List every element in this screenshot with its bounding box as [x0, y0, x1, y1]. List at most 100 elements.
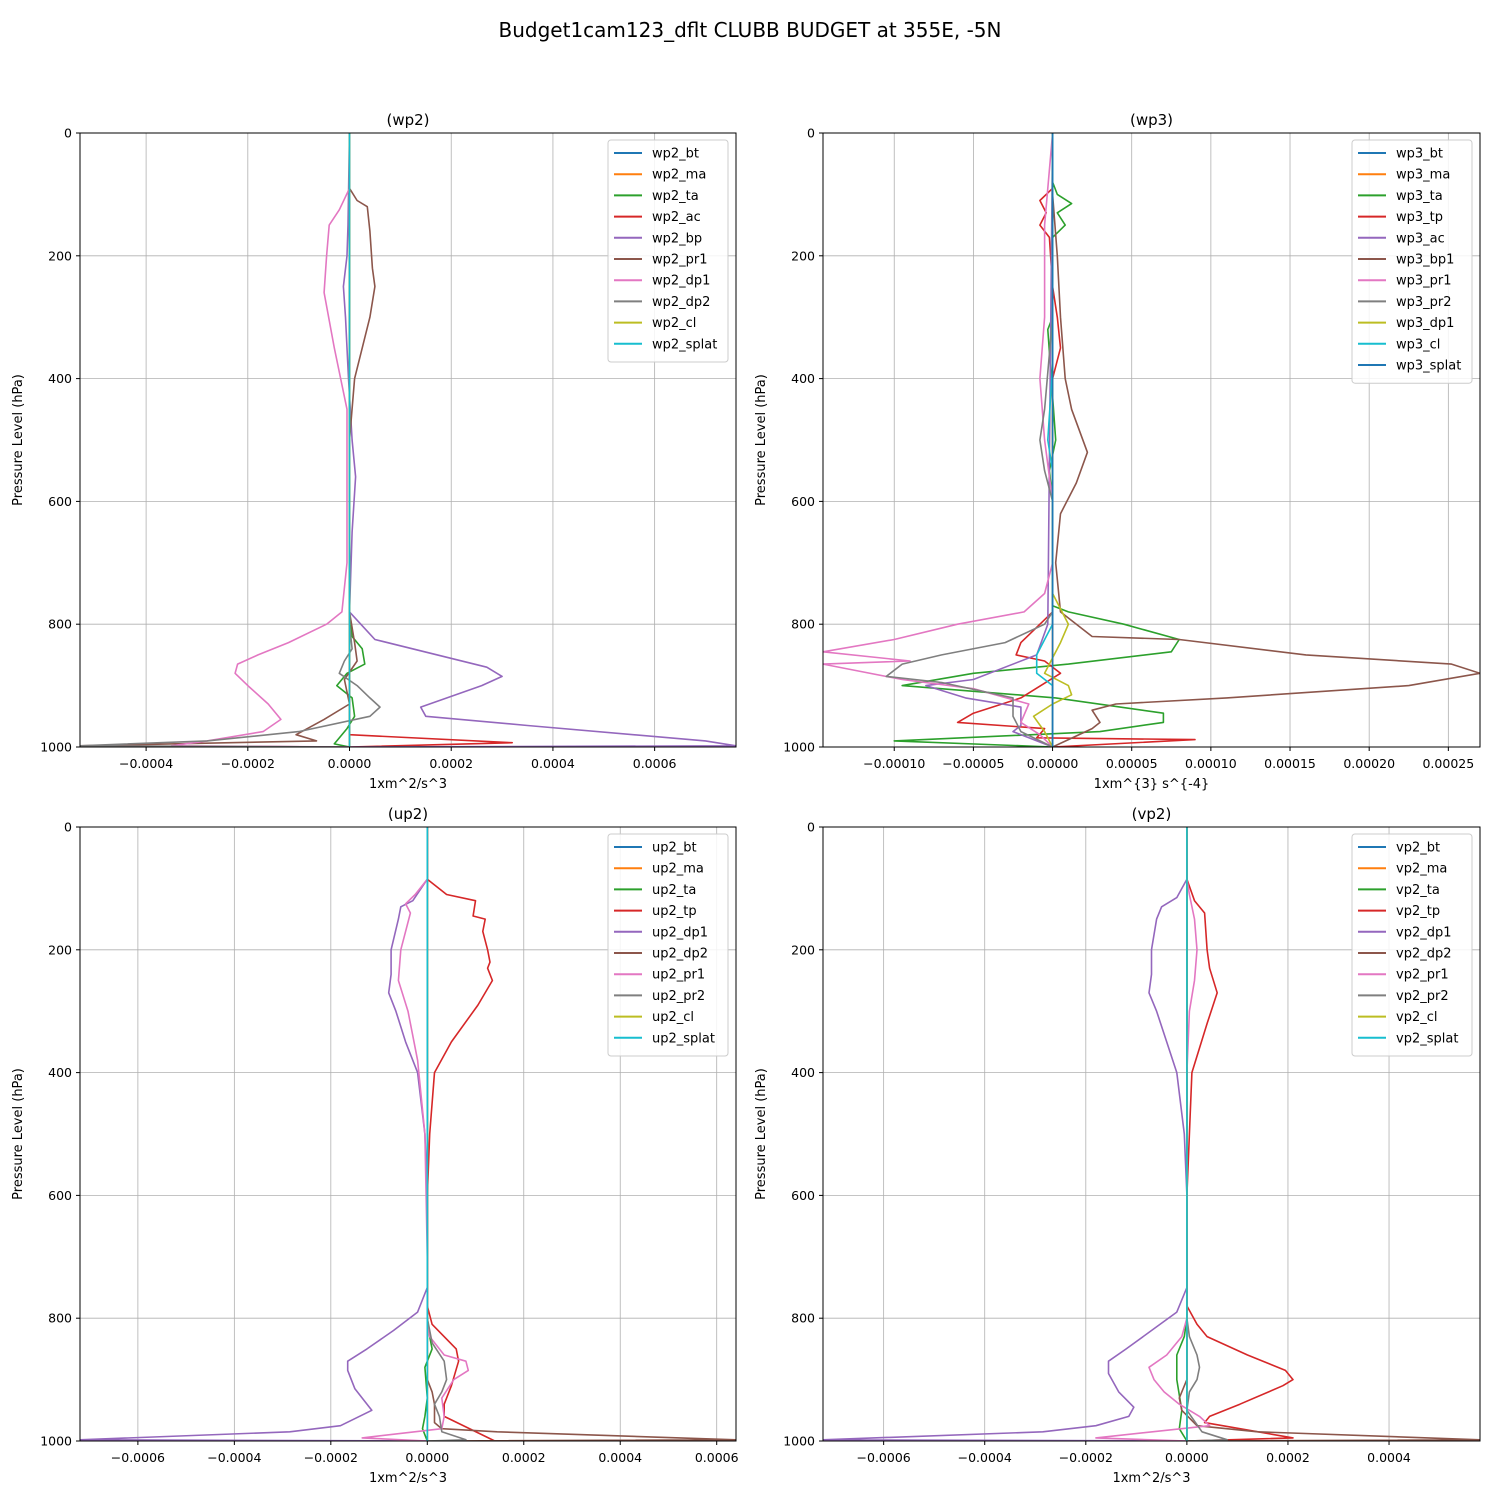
- series-line-up2_pr2: [426, 827, 467, 1441]
- legend-label: up2_dp2: [652, 947, 708, 962]
- legend-label: wp2_dp1: [652, 274, 710, 289]
- x-tick-label: 0.0002: [1266, 1450, 1310, 1465]
- x-tick-label: −0.0006: [857, 1450, 911, 1465]
- x-tick-label: −0.0004: [958, 1450, 1012, 1465]
- y-tick-label: 400: [791, 1065, 815, 1080]
- legend-label: up2_ta: [652, 883, 696, 898]
- x-tick-label: −0.0006: [111, 1450, 165, 1465]
- legend-label: vp2_cl: [1396, 1010, 1437, 1025]
- legend-label: wp3_cl: [1396, 337, 1440, 352]
- axes-frame: [822, 826, 1481, 1442]
- y-tick-label: 800: [791, 1311, 815, 1326]
- x-axis-label: 1xm^2/s^3: [369, 1471, 447, 1486]
- legend-label: up2_pr1: [652, 968, 705, 983]
- series-line-vp2_pr1: [1095, 827, 1211, 1441]
- y-tick-label: 0: [807, 820, 815, 835]
- y-tick-label: 400: [48, 1065, 72, 1080]
- x-tick-label: 0.0004: [1367, 1450, 1411, 1465]
- y-axis-label: Pressure Level (hPa): [754, 374, 769, 506]
- chart-panel: −0.0004 −0.0002 0.0000 0.0002 0.0004 0.0006 0 2…: [11, 111, 737, 792]
- series-line-wp3_dp1: [1032, 133, 1073, 747]
- axes-frame: [79, 132, 737, 748]
- legend-label: vp2_tp: [1396, 904, 1440, 919]
- legend-label: wp2_bp: [652, 231, 702, 246]
- y-tick-label: 0: [807, 126, 815, 141]
- series-group: [823, 827, 1480, 1441]
- y-tick-label: 600: [48, 1188, 72, 1203]
- panel-title: (wp2): [386, 111, 429, 129]
- x-tick-label: 0.0000: [405, 1450, 449, 1465]
- y-tick-label: 800: [48, 1311, 72, 1326]
- x-tick-label: −0.0002: [221, 756, 275, 771]
- y-tick-label: 600: [48, 494, 72, 509]
- series-line-vp2_pr2: [1186, 827, 1229, 1441]
- series-line-wp2_dp1: [170, 133, 351, 747]
- y-tick-label: 800: [48, 617, 72, 632]
- axes-frame: [822, 132, 1481, 748]
- legend-label: wp3_pr2: [1396, 295, 1452, 310]
- x-tick-label: −0.00005: [942, 756, 1004, 771]
- legend-label: vp2_ma: [1396, 862, 1447, 877]
- x-tick-label: 0.0000: [1165, 1450, 1209, 1465]
- y-tick-label: 0: [64, 126, 72, 141]
- series-line-vp2_dp2: [1178, 827, 1480, 1441]
- y-tick-label: 200: [48, 248, 72, 263]
- legend-label: vp2_dp1: [1396, 925, 1452, 940]
- legend: vp2_bt vp2_ma vp2_ta vp2_tp vp2_dp1 vp2_dp2vp…: [1351, 833, 1473, 1057]
- legend-label: wp3_splat: [1396, 359, 1461, 374]
- legend-label: vp2_pr2: [1396, 989, 1449, 1004]
- y-tick-label: 1000: [783, 740, 815, 755]
- x-tick-label: 0.00025: [1422, 756, 1474, 771]
- y-tick-label: 1000: [40, 740, 72, 755]
- x-tick-label: 0.0006: [633, 756, 677, 771]
- legend-label: up2_cl: [652, 1010, 694, 1025]
- legend-label: wp2_cl: [652, 316, 696, 331]
- legend-label: vp2_bt: [1396, 841, 1440, 856]
- legend-label: vp2_splat: [1396, 1031, 1458, 1046]
- legend-label: wp2_bt: [652, 147, 699, 162]
- legend-label: up2_pr2: [652, 989, 705, 1004]
- x-tick-label: −0.0002: [304, 1450, 358, 1465]
- series-line-up2_tp: [426, 827, 496, 1441]
- legend-label: up2_bt: [652, 841, 697, 856]
- x-tick-label: 0.00020: [1343, 756, 1395, 771]
- y-tick-label: 400: [48, 371, 72, 386]
- legend: wp2_bt wp2_ma wp2_ta wp2_ac wp2_bp wp2_pr1 wp2…: [607, 139, 729, 363]
- x-tick-label: 0.0002: [429, 756, 473, 771]
- legend-label: wp2_ta: [652, 189, 699, 204]
- chart-panel: −0.0006 −0.0004 −0.0002 0.0000 0.0002 0.0004 0…: [11, 805, 739, 1486]
- y-tick-label: 600: [791, 494, 815, 509]
- y-tick-label: 1000: [783, 1434, 815, 1449]
- y-tick-label: 200: [791, 942, 815, 957]
- legend-label: wp2_ac: [652, 210, 701, 225]
- series-line-wp3_pr1: [823, 133, 1054, 747]
- y-tick-label: 1000: [40, 1434, 72, 1449]
- x-tick-label: 0.0000: [328, 756, 372, 771]
- legend-label: up2_dp1: [652, 925, 708, 940]
- series-line-wp3_ac: [925, 133, 1054, 747]
- x-tick-label: 0.0006: [695, 1450, 739, 1465]
- y-axis-label: Pressure Level (hPa): [11, 374, 26, 506]
- series-line-wp3_pr2: [885, 133, 1054, 747]
- legend-label: wp2_pr1: [652, 253, 708, 268]
- series-line-up2_dp2: [426, 827, 736, 1441]
- x-axis-label: 1xm^{3} s^{-4}: [1094, 777, 1210, 792]
- legend-label: wp3_bt: [1396, 147, 1443, 162]
- x-tick-label: 0.00015: [1264, 756, 1316, 771]
- legend-label: wp3_tp: [1396, 210, 1443, 225]
- y-tick-label: 400: [791, 371, 815, 386]
- x-tick-label: 0.0002: [502, 1450, 546, 1465]
- y-tick-label: 800: [791, 617, 815, 632]
- legend-label: up2_splat: [652, 1031, 715, 1046]
- legend-label: wp3_ac: [1396, 231, 1445, 246]
- x-axis-label: 1xm^2/s^3: [369, 777, 447, 792]
- y-tick-label: 0: [64, 820, 72, 835]
- panel-title: (wp3): [1130, 111, 1173, 129]
- panel-title: (up2): [388, 805, 428, 823]
- legend-label: wp2_ma: [652, 168, 706, 183]
- figure-title: Budget1cam123_dflt CLUBB BUDGET at 355E,…: [499, 18, 1002, 42]
- legend-label: vp2_dp2: [1396, 947, 1452, 962]
- x-axis-label: 1xm^2/s^3: [1112, 1471, 1190, 1486]
- x-tick-label: −0.0004: [119, 756, 173, 771]
